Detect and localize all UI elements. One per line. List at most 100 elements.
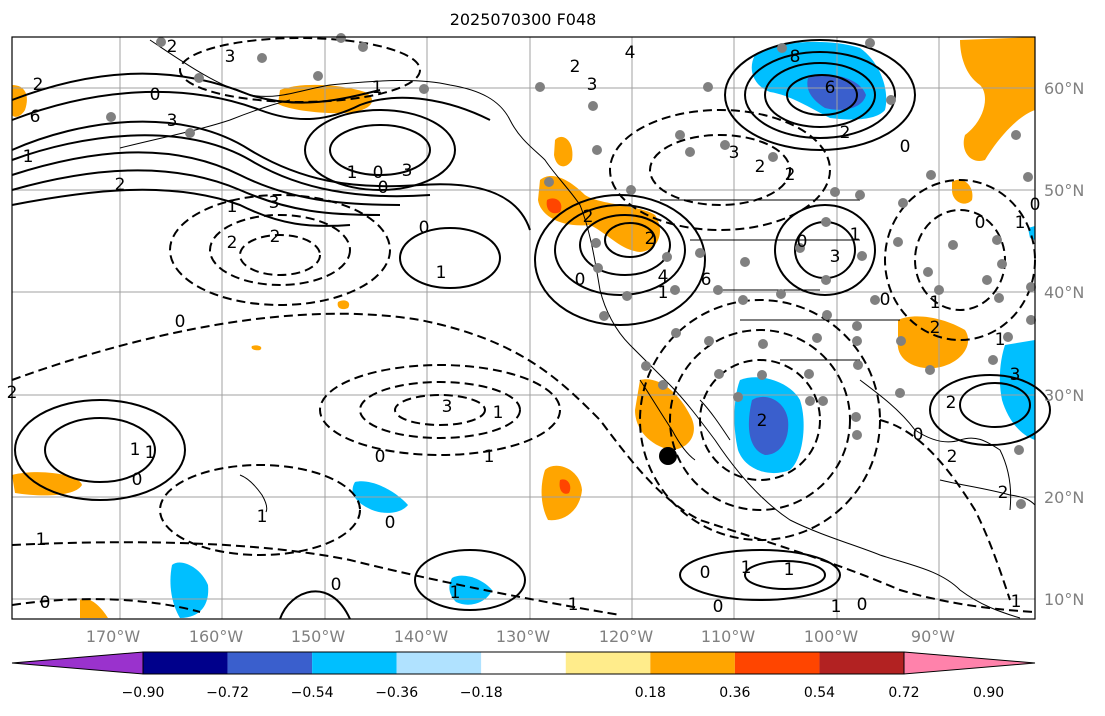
contour-label: 1 (1011, 592, 1022, 612)
contour-label: 0 (150, 85, 161, 105)
contour-label: 1 (484, 447, 495, 467)
contour-label: 2 (785, 165, 796, 185)
contour-label: 2 (840, 123, 851, 143)
shade-positive (635, 379, 694, 450)
colorbar-tick-label: 0.72 (888, 685, 919, 701)
shade-strong-positive (559, 479, 571, 494)
lon-label: 130°W (496, 627, 551, 646)
contour-label: 0 (385, 513, 396, 533)
contour-label: 3 (442, 397, 453, 417)
lat-label: 40°N (1044, 283, 1084, 302)
shade-positive (80, 598, 108, 618)
contour-label: 3 (830, 247, 841, 267)
shade-positive (538, 175, 660, 252)
colorbar-block (565, 652, 651, 674)
contour-label: 2 (645, 229, 656, 249)
contour-label: 1 (784, 560, 795, 580)
contour-label: 1 (930, 293, 941, 313)
contour-label: 3 (729, 143, 740, 163)
contour-label: 2 (583, 207, 594, 227)
colorbar-tick-label: 0.18 (635, 685, 666, 701)
highlight-marker (659, 447, 677, 465)
shade-positive (541, 465, 582, 521)
contour-label: 1 (227, 197, 238, 217)
colorbar-tick-label: −0.72 (206, 685, 249, 701)
contour-label: 0 (713, 597, 724, 617)
lat-label: 60°N (1044, 79, 1084, 98)
contour-label: 1 (436, 263, 447, 283)
contour-label: 0 (700, 563, 711, 583)
graticule (12, 37, 1035, 619)
shade-positive (960, 37, 1035, 161)
contour-label: 0 (797, 232, 808, 252)
shade-positive (554, 136, 573, 167)
shade-strong-positive (546, 198, 562, 214)
contour-label: 6 (701, 270, 712, 290)
contour-label: 2 (115, 175, 126, 195)
colorbar: −0.90 −0.72 −0.54 −0.36 −0.18 0.18 0.36 0.54 0.7… (11, 651, 1036, 701)
contour-label: 1 (1015, 213, 1026, 233)
contour-label: 1 (23, 147, 34, 167)
shade-positive (12, 85, 27, 117)
colorbar-tick-label: −0.54 (291, 685, 334, 701)
contour-label: 0 (880, 290, 891, 310)
lat-label: 20°N (1044, 488, 1084, 507)
contour-label: 0 (419, 218, 430, 238)
contour-label: 2 (930, 318, 941, 338)
shade-negative (449, 575, 492, 605)
contour-label: 4 (658, 267, 669, 287)
shading-layer (12, 37, 1035, 618)
contour-label: 0 (900, 137, 911, 157)
contour-label: 3 (1010, 365, 1021, 385)
colorbar-block (650, 652, 735, 674)
contour-label: 0 (132, 470, 143, 490)
contours-positive (11, 39, 1051, 620)
lon-label: 90°W (911, 627, 955, 646)
contour-label: 2 (947, 447, 958, 467)
colorbar-frame (142, 651, 905, 675)
contour-label: 0 (375, 447, 386, 467)
contour-label: 1 (145, 443, 156, 463)
contour-label: 0 (575, 270, 586, 290)
contour-label: 2 (946, 393, 957, 413)
lat-label: 30°N (1044, 386, 1084, 405)
lon-label: 100°W (804, 627, 859, 646)
lon-label: 140°W (394, 627, 449, 646)
colorbar-block (396, 652, 482, 674)
contour-label: 3 (402, 161, 413, 181)
contour-label: 3 (587, 75, 598, 95)
colorbar-tick-label: 0.90 (973, 685, 1004, 701)
coastlines (119, 39, 1036, 619)
lat-label: 50°N (1044, 181, 1084, 200)
latitude-axis: 60°N 50°N 40°N 30°N 20°N 10°N (1044, 79, 1084, 609)
lon-label: 170°W (86, 627, 141, 646)
colorbar-block (481, 652, 566, 674)
colorbar-extend-min (11, 651, 144, 675)
shade-negative (170, 562, 209, 618)
contour-label: 1 (347, 163, 358, 183)
shade-positive (251, 345, 262, 351)
colorbar-tick-label: −0.36 (375, 685, 418, 701)
contour-label: 2 (227, 233, 238, 253)
contour-label: 1 (850, 225, 861, 245)
contour-label: 1 (995, 330, 1006, 350)
contours-negative (11, 37, 1036, 616)
contour-label: 1 (130, 440, 141, 460)
contour-label: 0 (975, 213, 986, 233)
contour-label: 1 (372, 78, 383, 98)
contour-label: 1 (257, 507, 268, 527)
colorbar-blocks (11, 651, 1036, 675)
contour-label: 3 (167, 111, 178, 131)
contour-label: 0 (913, 425, 924, 445)
contour-label: 0 (175, 312, 186, 332)
contour-label: 0 (40, 593, 51, 613)
contour-label: 2 (757, 411, 768, 431)
contour-label: 1 (831, 597, 842, 617)
contour-label: 6 (30, 107, 41, 127)
contour-label: 2 (270, 227, 281, 247)
lon-label: 150°W (291, 627, 346, 646)
contour-label: 4 (625, 43, 636, 63)
contour-label: 2 (167, 37, 178, 57)
